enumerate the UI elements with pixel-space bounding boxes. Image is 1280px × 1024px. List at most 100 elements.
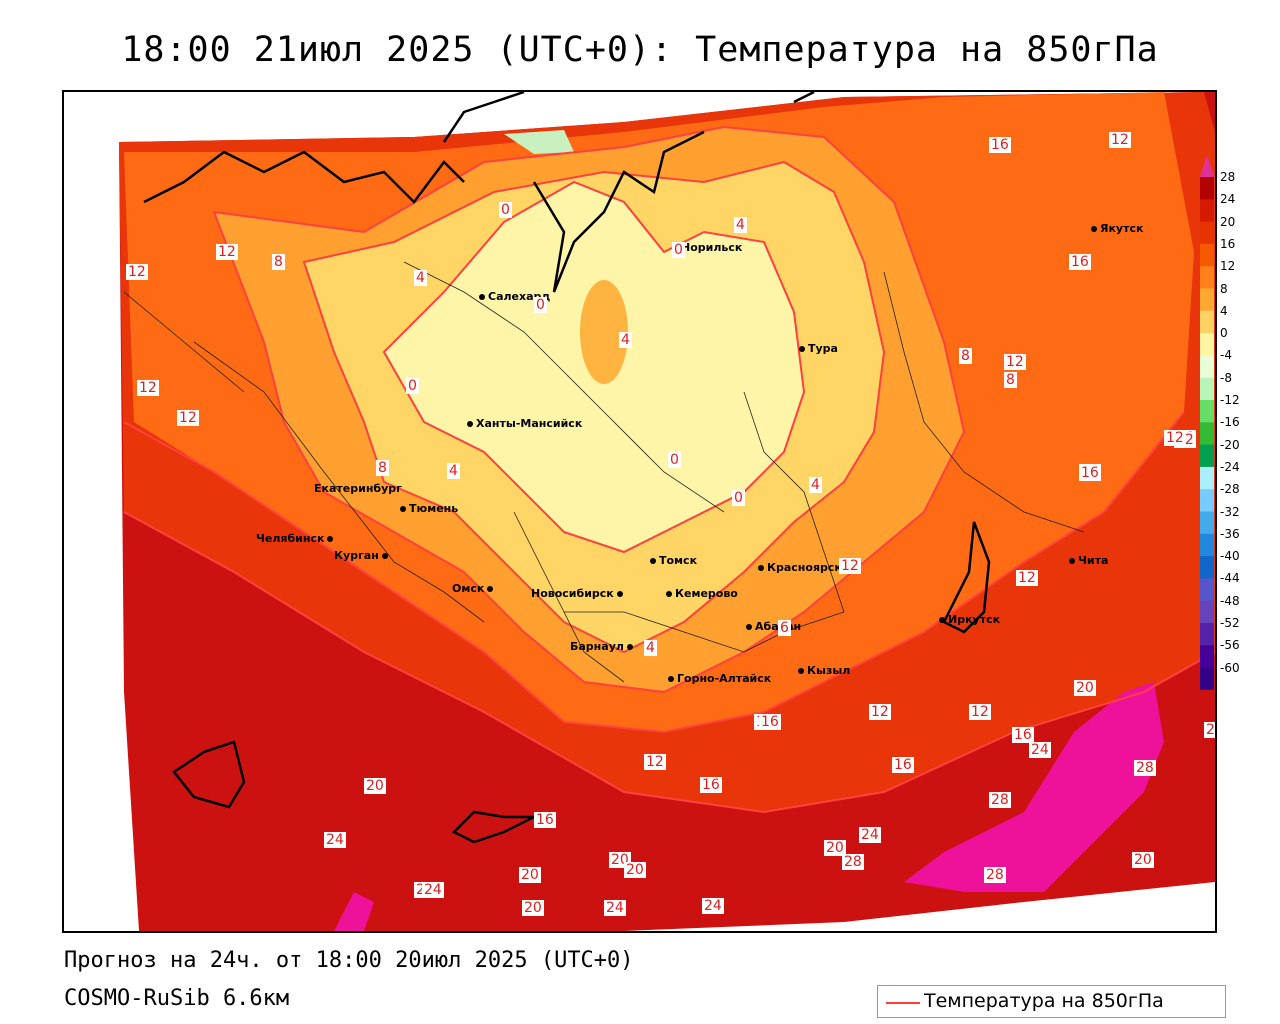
contour-value-label: 12 bbox=[1164, 430, 1186, 446]
city-tura: Тура bbox=[799, 342, 838, 355]
colorbar-swatch bbox=[1200, 288, 1214, 312]
contour-value-label: 4 bbox=[644, 640, 657, 656]
colorbar-tick-label: 0 bbox=[1220, 326, 1228, 341]
city-label: Челябинск bbox=[256, 532, 325, 545]
contour-value-label: 0 bbox=[732, 490, 745, 506]
legend-line-swatch bbox=[886, 1002, 920, 1004]
legend-label: Температура на 850гПа bbox=[924, 990, 1164, 1012]
colorbar-tick-label: -4 bbox=[1220, 348, 1232, 363]
colorbar-swatch bbox=[1200, 310, 1214, 334]
city-dot bbox=[758, 565, 764, 571]
colorbar-swatch bbox=[1200, 355, 1214, 379]
city-irkutsk: Иркутск bbox=[939, 613, 1000, 626]
colorbar-swatch bbox=[1200, 422, 1214, 446]
colorbar-tick-label: -44 bbox=[1220, 571, 1240, 586]
contour-value-label: 28 bbox=[989, 792, 1011, 808]
colorbar-tick-label: -12 bbox=[1220, 393, 1240, 407]
colorbar-swatch bbox=[1200, 333, 1214, 356]
contour-value-label: 0 bbox=[534, 297, 547, 313]
city-tomsk: Томск bbox=[650, 554, 697, 567]
colorbar-tick-label: -32 bbox=[1220, 504, 1240, 519]
model-name: COSMO-RuSib 6.6км bbox=[64, 986, 290, 1011]
city-label: Кемерово bbox=[675, 587, 738, 600]
legend: Температура на 850гПа bbox=[877, 985, 1226, 1018]
contour-value-label: 8 bbox=[959, 348, 972, 364]
city-label: Горно-Алтайск bbox=[677, 672, 772, 685]
contour-value-label: 4 bbox=[619, 332, 632, 348]
city-abakan: Абакан bbox=[746, 620, 801, 633]
contour-value-label: 16 bbox=[1079, 465, 1101, 481]
colorbar-tick-label: 4 bbox=[1220, 303, 1228, 318]
colorbar-swatch bbox=[1200, 511, 1214, 535]
city-label: Томск bbox=[659, 554, 698, 567]
contour-value-label: 0 bbox=[668, 452, 681, 468]
hot-spot-east bbox=[904, 682, 1164, 892]
contour-value-label: 12 bbox=[1016, 570, 1038, 586]
contour-value-label: 20 bbox=[519, 867, 541, 883]
contour-value-label: 2 bbox=[1204, 722, 1215, 738]
colorbar-swatch bbox=[1200, 667, 1214, 690]
city-krasnoyarsk: Красноярск bbox=[758, 561, 842, 574]
colorbar-tick-label: -28 bbox=[1220, 482, 1240, 497]
colorbar-swatch bbox=[1200, 645, 1214, 669]
city-label: Тура bbox=[808, 342, 838, 355]
city-khanty-mansiysk: Ханты-Мансийск bbox=[467, 417, 582, 430]
colorbar-tick-label: 16 bbox=[1220, 236, 1236, 251]
city-dot bbox=[1091, 226, 1097, 232]
city-label: Кызыл bbox=[807, 664, 851, 677]
map-canvas bbox=[64, 92, 1215, 931]
contour-value-label: 12 bbox=[869, 704, 891, 720]
colorbar-tick-label: 20 bbox=[1220, 214, 1236, 229]
city-gorno-altaysk: Горно-Алтайск bbox=[668, 672, 771, 685]
contour-value-label: 12 bbox=[839, 558, 861, 574]
colorbar-swatch bbox=[1200, 623, 1214, 646]
colorbar-swatch bbox=[1200, 377, 1214, 401]
contour-value-label: 12 bbox=[137, 380, 159, 396]
city-label: Чита bbox=[1078, 554, 1109, 567]
colorbar-swatch bbox=[1200, 444, 1214, 468]
colorbar-tick-label: 28 bbox=[1220, 170, 1236, 184]
city-dot bbox=[650, 558, 656, 564]
contour-value-label: 20 bbox=[364, 778, 386, 794]
city-dot bbox=[616, 591, 623, 597]
contour-value-label: 12 bbox=[126, 264, 148, 280]
city-chelyabinsk: Челябинск bbox=[256, 532, 334, 545]
colorbar-swatch bbox=[1200, 400, 1214, 423]
contour-value-label: 24 bbox=[702, 898, 724, 914]
map-title: 18:00 21июл 2025 (UTC+0): Температура на… bbox=[121, 30, 1159, 70]
city-novosibirsk: Новосибирск bbox=[531, 587, 623, 600]
city-omsk: Омск bbox=[452, 582, 494, 595]
contour-value-label: 24 bbox=[422, 882, 444, 898]
colorbar-swatch bbox=[1200, 243, 1214, 267]
colorbar-swatch bbox=[1200, 489, 1214, 512]
warm-pocket bbox=[580, 280, 628, 384]
contour-value-label: 24 bbox=[1029, 742, 1051, 758]
colorbar-swatch bbox=[1200, 578, 1214, 602]
city-label: Красноярск bbox=[767, 561, 842, 574]
colorbar-swatch bbox=[1200, 466, 1214, 490]
forecast-info: Прогноз на 24ч. от 18:00 20июл 2025 (UTC… bbox=[64, 948, 634, 973]
contour-value-label: 16 bbox=[534, 812, 556, 828]
contour-value-label: 24 bbox=[859, 827, 881, 843]
colorbar-top-arrow bbox=[1200, 155, 1214, 177]
colorbar-tick-label: 12 bbox=[1220, 259, 1236, 274]
contour-value-label: 16 bbox=[1069, 254, 1091, 270]
city-dot bbox=[798, 668, 804, 674]
contour-value-label: 28 bbox=[1134, 760, 1156, 776]
colorbar-tick-label: -56 bbox=[1220, 638, 1240, 653]
contour-value-label: 12 bbox=[1004, 354, 1026, 370]
city-dot bbox=[479, 294, 485, 300]
city-dot bbox=[666, 591, 672, 597]
colorbar bbox=[1200, 155, 1214, 690]
city-label: Екатеринбург bbox=[314, 482, 402, 495]
colorbar-tick-label: 24 bbox=[1220, 192, 1236, 207]
city-label: Иркутск bbox=[948, 613, 1001, 626]
contour-value-label: 8 bbox=[376, 460, 389, 476]
city-chita: Чита bbox=[1069, 554, 1108, 567]
contour-value-label: 12 bbox=[969, 704, 991, 720]
city-label: Новосибирск bbox=[531, 587, 614, 600]
city-label: Курган bbox=[334, 549, 379, 562]
contour-value-label: 16 bbox=[759, 714, 781, 730]
colorbar-swatch bbox=[1200, 600, 1214, 624]
city-dot bbox=[799, 346, 805, 352]
